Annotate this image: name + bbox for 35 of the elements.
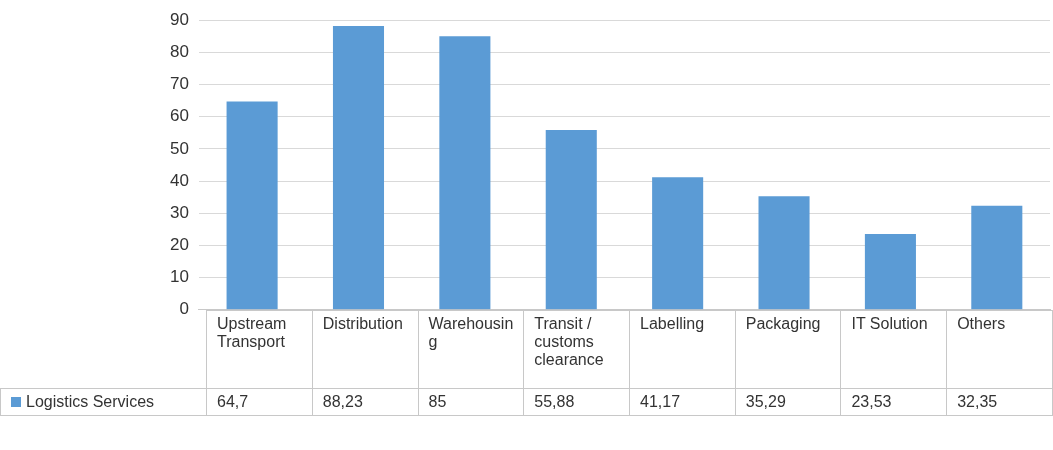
x-tick-label: Upstream Transport (206, 310, 313, 389)
y-tick-label: 90 (169, 9, 189, 29)
x-tick-label: Packaging (735, 310, 841, 389)
x-tick-label: Distribution (312, 310, 419, 389)
bar (652, 177, 704, 310)
y-tick-label: 70 (169, 74, 189, 94)
bar (332, 25, 385, 310)
data-label: 32,35 (946, 388, 1053, 416)
bar (226, 101, 278, 310)
data-label: 23,53 (840, 388, 947, 416)
bar (758, 196, 810, 310)
data-label: 35,29 (735, 388, 841, 416)
x-tick-label: IT Solution (840, 310, 947, 389)
bar (545, 129, 597, 310)
data-label: 55,88 (523, 388, 630, 416)
x-tick-label: Warehousing (418, 310, 524, 389)
y-tick-label: 20 (169, 235, 189, 255)
legend-label: Logistics Services (0, 388, 207, 416)
y-tick-label: 50 (169, 138, 189, 158)
y-tick-label: 0 (179, 299, 189, 319)
x-tick-label: Transit / customs clearance (523, 310, 630, 389)
y-tick-label: 10 (169, 267, 189, 287)
data-label: 41,17 (629, 388, 736, 416)
y-tick-label: 80 (169, 42, 189, 62)
y-tick-label: 30 (169, 202, 189, 222)
x-tick-label: Labelling (629, 310, 736, 389)
bar (864, 234, 916, 310)
data-label: 64,7 (206, 388, 313, 416)
bar (439, 36, 491, 310)
x-tick-label: Others (946, 310, 1053, 389)
bar (971, 205, 1023, 310)
y-tick-label: 60 (169, 106, 189, 126)
data-label: 88,23 (312, 388, 419, 416)
y-tick-label: 40 (169, 170, 189, 190)
data-label: 85 (418, 388, 524, 416)
